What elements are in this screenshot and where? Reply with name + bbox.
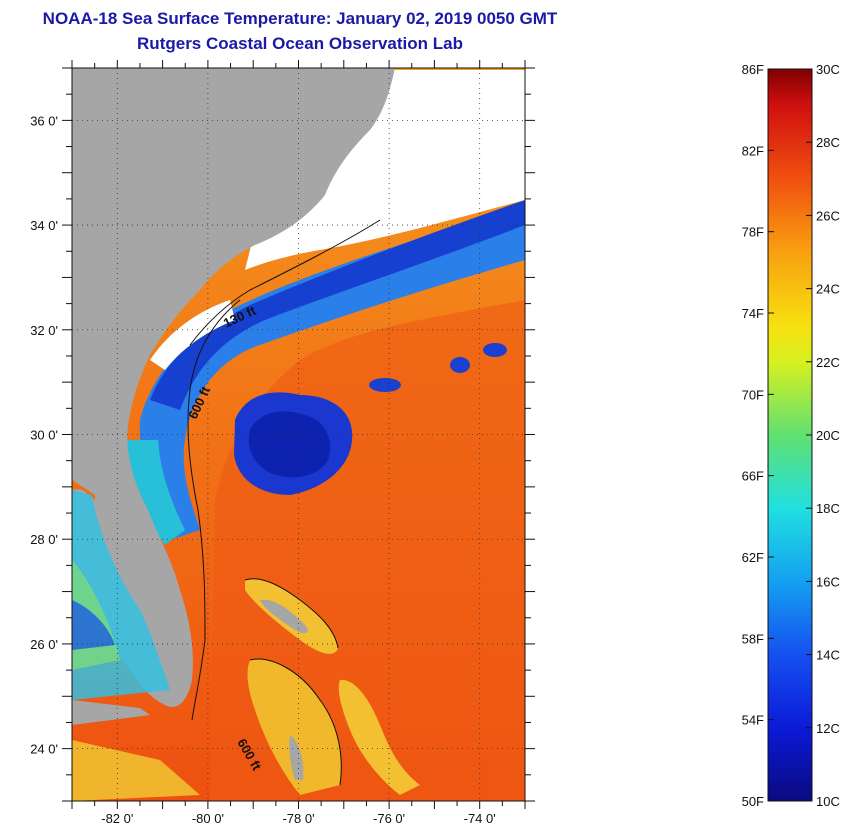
colorbar-f-label: 86F [742,62,764,77]
lat-tick-label: 30 0' [30,428,58,443]
colorbar-c-label: 26C [816,208,840,223]
colorbar-f-label: 50F [742,794,764,809]
colorbar-c-label: 10C [816,794,840,809]
great-bahama-bank [247,659,342,795]
colorbar-f-label: 66F [742,469,764,484]
lon-tick-label: -80 0' [192,811,224,826]
axis-ticks [62,60,535,809]
colorbar-f-label: 62F [742,550,764,565]
map-subtitle: Rutgers Coastal Ocean Observation Lab [137,34,463,53]
lat-tick-label: 36 0' [30,113,58,128]
colorbar-f-label: 70F [742,387,764,402]
lat-tick-label: 24 0' [30,742,58,757]
lon-tick-label: -74 0' [464,811,496,826]
exuma-bank [338,679,420,795]
cloud-cover [245,70,525,270]
colorbar-c-label: 20C [816,428,840,443]
land-keys [72,700,150,725]
cuba-shelf [72,740,200,801]
cold-shelf-water-inner [150,200,525,410]
colorbar-f-label: 58F [742,631,764,646]
colorbar-c-label: 12C [816,721,840,736]
lat-tick-label: 32 0' [30,323,58,338]
lon-tick-label: -82 0' [101,811,133,826]
sst-map: 130 ft 600 ft 600 ft -82 0' -80 0' -78 0' -… [30,60,535,826]
grand-bahama-island [260,599,308,634]
lon-tick-label: -78 0' [282,811,314,826]
colorbar-c-label: 18C [816,501,840,516]
lat-tick-label: 26 0' [30,637,58,652]
map-title: NOAA-18 Sea Surface Temperature: January… [42,9,558,28]
andros-island [289,735,304,780]
isobath-130ft [189,219,381,346]
lon-tick-label: -76 0' [373,811,405,826]
land-mainland [72,68,395,708]
colorbar-celsius-labels: 30C 28C 26C 24C 22C 20C 18C 16C 14C 12C 10C [806,62,840,809]
colorbar-c-label: 28C [816,135,840,150]
colorbar-c-label: 16C [816,574,840,589]
isobath-600ft [187,299,241,721]
coastal-water [120,440,185,545]
colorbar-f-label: 74F [742,306,764,321]
cold-eddy-core [248,411,331,478]
axis-tick-labels: -82 0' -80 0' -78 0' -76 0' -74 0' 24 0' 26 0'… [30,113,496,826]
colorbar-gradient [767,68,813,802]
lat-tick-label: 34 0' [30,218,58,233]
colorbar-f-label: 82F [742,143,764,158]
graticule [72,68,525,801]
colorbar-c-label: 24C [816,282,840,297]
lat-tick-label: 28 0' [30,532,58,547]
colorbar-f-label: 54F [742,713,764,728]
colorbar-c-label: 14C [816,648,840,663]
colorbar-fahrenheit-labels: 86F 82F 78F 74F 70F 66F 62F 58F 54F 50F [742,62,774,809]
colorbar-c-label: 30C [816,62,840,77]
colorbar-c-label: 22C [816,355,840,370]
colorbar-f-label: 78F [742,225,764,240]
